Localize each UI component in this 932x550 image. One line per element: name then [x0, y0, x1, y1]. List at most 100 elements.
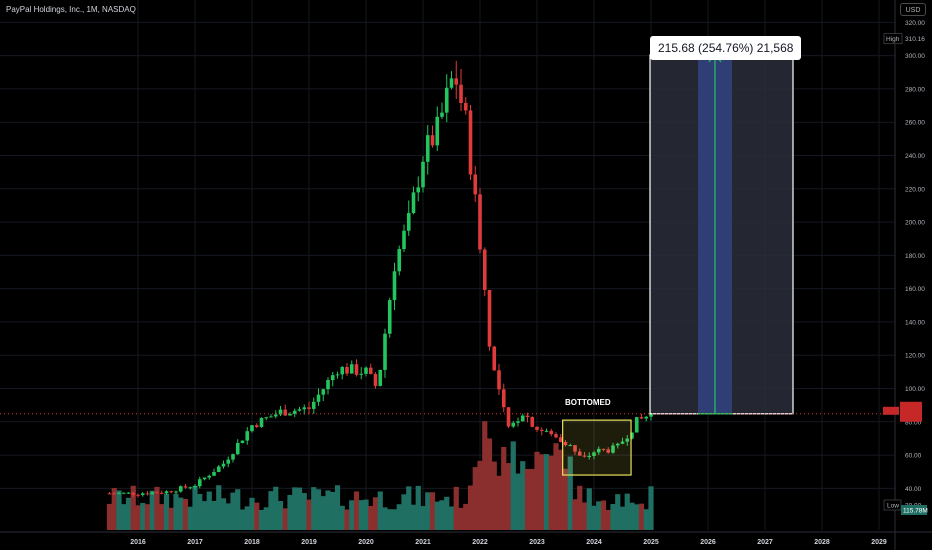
- volume-bar: [401, 494, 407, 530]
- volume-bar: [634, 504, 640, 530]
- candle-body: [402, 230, 406, 250]
- candles: [107, 60, 653, 498]
- candle-body: [178, 486, 183, 492]
- price-tick-label: 280.00: [905, 86, 925, 93]
- volume-bar: [254, 502, 260, 530]
- candle-body: [126, 492, 131, 494]
- volume-bar: [510, 441, 516, 530]
- volume-bar: [605, 509, 611, 530]
- volume-bar: [235, 489, 241, 530]
- volume-bar: [140, 502, 146, 530]
- volume-bar: [548, 455, 554, 530]
- volume-bar: [116, 490, 122, 530]
- candle-body: [368, 367, 373, 374]
- volume-bar: [444, 496, 450, 530]
- candle-body: [606, 449, 611, 453]
- volume-bar: [448, 506, 455, 530]
- volume-bar: [458, 507, 464, 530]
- candle-body: [292, 410, 297, 414]
- volume-bar: [282, 508, 288, 530]
- volume-bar: [311, 487, 317, 530]
- volume-bar: [287, 494, 293, 530]
- bottomed-box: [562, 419, 632, 476]
- candle-body: [288, 413, 292, 416]
- candle-body: [250, 425, 254, 432]
- candle-body: [221, 463, 226, 467]
- volume-bar: [472, 467, 478, 530]
- volume-bar: [429, 492, 436, 530]
- candle-body: [478, 194, 482, 250]
- volume-bar: [596, 501, 602, 530]
- candle-body: [112, 493, 117, 495]
- volume-bar: [372, 497, 379, 530]
- candle-body: [611, 445, 615, 453]
- candle-body: [516, 421, 520, 423]
- volume-bar: [543, 454, 550, 530]
- candle-body: [406, 213, 411, 231]
- price-tick-label: 100.00: [905, 386, 925, 393]
- candle-body: [558, 437, 563, 442]
- candle-body: [625, 438, 630, 442]
- volume-bar: [353, 491, 360, 530]
- volume-bar: [434, 501, 440, 530]
- price-tick-label: 40.00: [905, 486, 922, 493]
- price-tick-label: 220.00: [905, 186, 925, 193]
- year-tick-label: 2025: [643, 539, 659, 546]
- volume-bar: [648, 486, 654, 530]
- volume-bar: [178, 497, 184, 530]
- candle-body: [506, 407, 511, 427]
- candle-body: [207, 475, 212, 478]
- candle-body: [174, 491, 178, 493]
- candle-body: [136, 494, 140, 496]
- currency-button[interactable]: USD: [900, 3, 926, 16]
- candle-body: [416, 187, 421, 193]
- high-tag-label: High: [886, 36, 900, 43]
- volume-bar: [410, 504, 417, 530]
- year-tick-label: 2024: [586, 539, 602, 546]
- volume-bar: [586, 488, 592, 530]
- candle-body: [634, 417, 639, 433]
- candle-body: [601, 448, 606, 450]
- candle-body: [535, 426, 539, 430]
- volume-bar: [358, 500, 364, 530]
- volume-bar: [368, 505, 374, 530]
- volume-bar: [453, 486, 459, 530]
- candle-body: [539, 429, 544, 432]
- candle-body: [169, 491, 174, 493]
- volume-bar: [577, 485, 583, 530]
- candle-body: [587, 456, 592, 458]
- volume-bar: [534, 451, 540, 530]
- volume-bar: [425, 492, 431, 530]
- price-axis[interactable]: 40.00 60.00 80.00 100.00 120.00 140.00 160.00 1…: [883, 0, 928, 550]
- candle-body: [240, 440, 245, 444]
- candle-body: [364, 367, 368, 374]
- candle-body: [283, 409, 288, 416]
- volume-bar: [182, 499, 189, 530]
- bottomed-label: BOTTOMED: [565, 398, 611, 407]
- candle-body: [131, 492, 136, 495]
- candle-body: [530, 417, 535, 427]
- candle-body: [335, 374, 340, 376]
- price-tick-label: 200.00: [905, 220, 925, 227]
- candle-body: [463, 103, 468, 111]
- candle-body: [411, 192, 416, 214]
- candle-body: [397, 249, 402, 272]
- volume-bar: [562, 468, 569, 530]
- candle-body: [254, 425, 259, 427]
- volume-bar: [344, 509, 350, 530]
- price-tick-label: 180.00: [905, 253, 925, 260]
- volume-bar: [529, 468, 535, 530]
- candle-body: [326, 379, 330, 390]
- volume-bar: [125, 497, 132, 530]
- volume-bar: [277, 501, 284, 530]
- candle-body: [639, 417, 644, 419]
- volume-bar: [301, 493, 307, 530]
- time-axis[interactable]: 2016 2017 2018 2019 2020 2021 2022 2023 2024 2025…: [0, 531, 932, 546]
- volume-bar: [615, 494, 621, 530]
- volume-bar: [263, 507, 269, 530]
- volume-bar: [197, 493, 203, 530]
- volume-bar: [220, 498, 227, 530]
- volume-bar: [349, 500, 355, 530]
- volume-bar: [325, 490, 331, 530]
